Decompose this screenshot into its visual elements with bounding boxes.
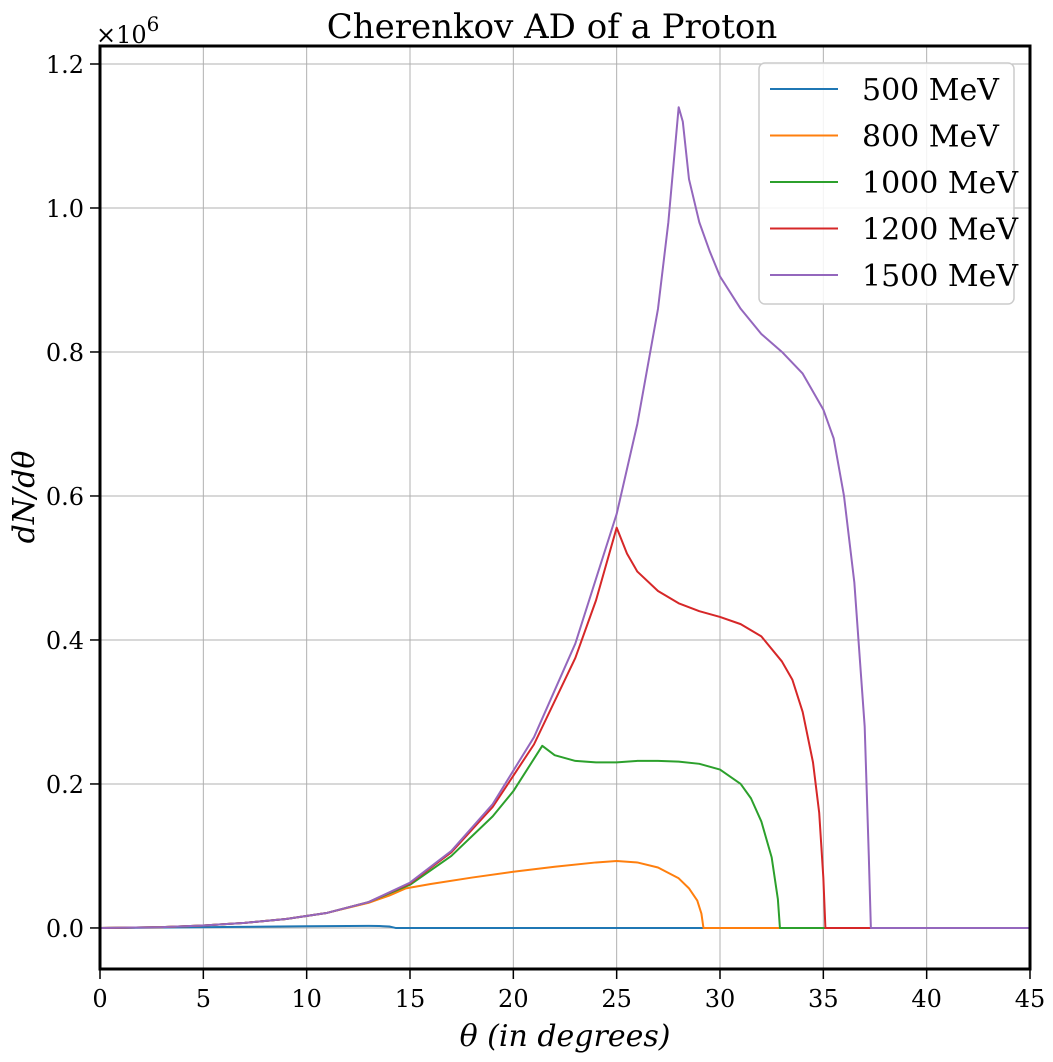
x-tick-label: 5 — [196, 985, 211, 1013]
legend-label-500-mev: 500 MeV — [862, 73, 1000, 108]
x-tick-label: 35 — [808, 985, 839, 1013]
y-axis-label: dN/dθ — [7, 451, 42, 544]
x-axis-label: θ (in degrees) — [460, 1019, 671, 1054]
x-tick-label: 10 — [291, 985, 322, 1013]
plot-frame — [98, 44, 1032, 971]
series-line-1500-mev — [99, 106, 1030, 929]
series-line-500-mev — [99, 924, 1030, 929]
y-tick-label: 0.8 — [46, 339, 84, 367]
legend-frame — [758, 62, 1015, 305]
y-tick-label: 0.6 — [46, 483, 84, 511]
x-tick-label: 30 — [705, 985, 736, 1013]
y-tick-label: 1.0 — [46, 195, 84, 223]
x-tick-label: 0 — [92, 985, 107, 1013]
y-tick-label: 1.2 — [46, 51, 84, 79]
y-multiplier-base: ×10 — [96, 21, 147, 49]
x-tick-label: 15 — [395, 985, 426, 1013]
y-multiplier: ×106 — [96, 12, 159, 49]
legend-label-1200-mev: 1200 MeV — [862, 213, 1019, 248]
axis-ticks: 0 5 10 15 20 25 30 35 40 45 0.0 0.2 0.4 0.6 0.8 1.0 1.2 — [46, 51, 1045, 1013]
legend-label-1000-mev: 1000 MeV — [862, 166, 1019, 201]
y-tick-label: 0.4 — [46, 627, 84, 655]
legend: 500 MeV 800 MeV 1000 MeV 1200 MeV 1500 MeV — [758, 62, 1019, 305]
series-lines — [99, 106, 1030, 929]
chart-title: Cherenkov AD of a Proton — [327, 7, 778, 47]
x-tick-label: 20 — [498, 985, 529, 1013]
x-tick-label: 40 — [911, 985, 942, 1013]
legend-label-800-mev: 800 MeV — [862, 120, 1000, 155]
legend-label-1500-mev: 1500 MeV — [862, 259, 1019, 294]
x-tick-label: 45 — [1015, 985, 1046, 1013]
y-tick-label: 0.0 — [46, 915, 84, 943]
y-tick-label: 0.2 — [46, 771, 84, 799]
y-multiplier-exponent: 6 — [147, 12, 160, 36]
x-tick-label: 25 — [601, 985, 632, 1013]
